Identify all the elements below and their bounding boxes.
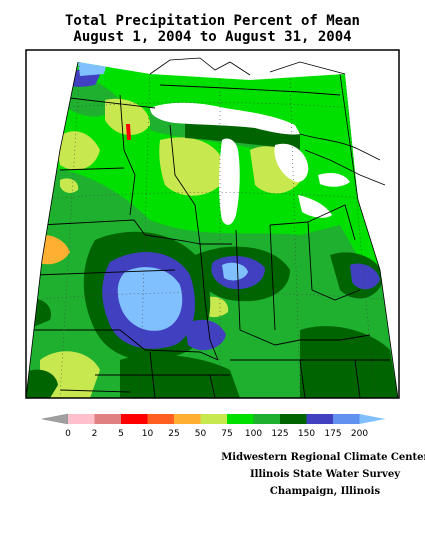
legend-bin	[306, 414, 333, 424]
legend-bin	[68, 414, 95, 424]
legend-label: 50	[195, 429, 207, 439]
legend-bin	[333, 414, 360, 424]
legend-bin	[94, 414, 121, 424]
legend-bin	[147, 414, 174, 424]
map-date-range: August 1, 2004 to August 31, 2004	[73, 29, 352, 45]
legend-bin	[280, 414, 307, 424]
legend-label: 25	[168, 429, 179, 439]
credit-center: Midwestern Regional Climate Center	[221, 452, 425, 463]
legend-label: 200	[351, 429, 368, 439]
legend-bin	[227, 414, 254, 424]
legend-bin	[174, 414, 201, 424]
legend-label: 100	[245, 429, 262, 439]
legend-label: 5	[118, 429, 124, 439]
state-boundaries	[30, 84, 390, 398]
legend-bin	[200, 414, 227, 424]
map-title: Total Precipitation Percent of Mean	[64, 13, 360, 29]
legend-label: 75	[221, 429, 232, 439]
outer-linework	[26, 57, 399, 398]
credit-location: Champaign, Illinois	[269, 486, 381, 497]
legend-arrow-low	[41, 413, 69, 425]
legend-arrow-high	[359, 414, 386, 424]
legend-label: 10	[142, 429, 154, 439]
contour-fills	[26, 62, 398, 398]
legend-label: 0	[65, 429, 71, 439]
latlon-grid	[29, 62, 398, 398]
map-frame	[25, 49, 400, 399]
credit-survey: Illinois State Water Survey	[249, 469, 401, 480]
legend-label: 125	[271, 429, 288, 439]
legend-bin	[253, 414, 280, 424]
legend-bin	[121, 414, 148, 424]
legend-label: 175	[324, 429, 341, 439]
legend-label: 2	[92, 429, 98, 439]
legend-label: 150	[298, 429, 315, 439]
legend-colorbar: 0 2 5 10 25 50 75 100 125 150 175 200	[41, 413, 386, 439]
